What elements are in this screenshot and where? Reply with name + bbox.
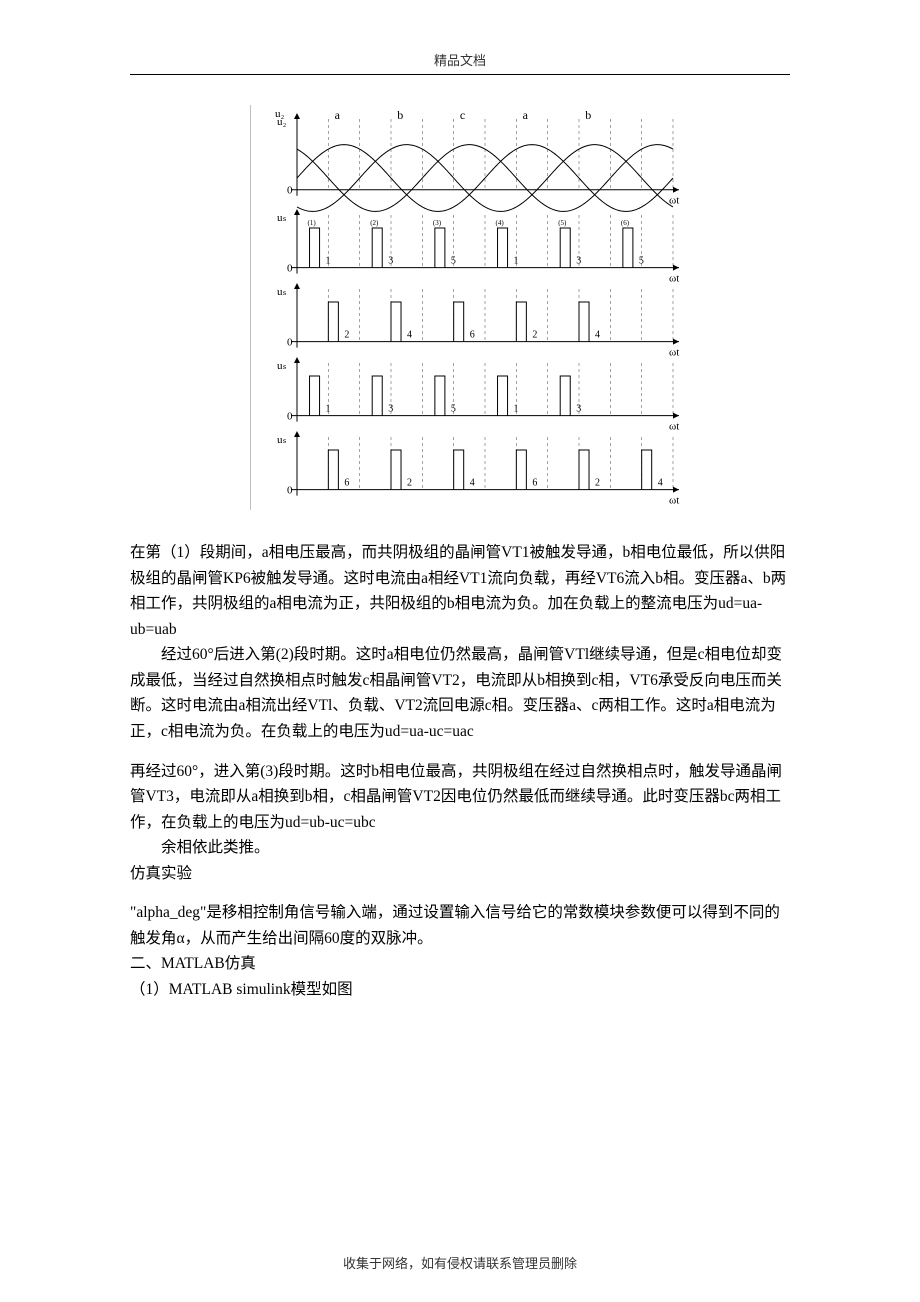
svg-text:u₂: u₂ (275, 108, 285, 120)
svg-text:a: a (335, 108, 341, 122)
svg-text:0: 0 (287, 411, 293, 423)
waveform-figure: 0u₂ωtu₂abcab0uₛωt1(1)3(2)5(3)1(4)3(5)5(6… (265, 105, 695, 505)
svg-text:a: a (523, 108, 529, 122)
svg-text:(5): (5) (558, 219, 567, 227)
svg-text:ωt: ωt (669, 495, 679, 505)
svg-text:6: 6 (532, 478, 537, 489)
svg-text:0: 0 (287, 485, 293, 497)
svg-text:0: 0 (287, 185, 293, 197)
paragraph: "alpha_deg"是移相控制角信号输入端，通过设置输入信号给它的常数模块参数… (130, 900, 790, 951)
svg-text:4: 4 (470, 478, 475, 489)
svg-text:4: 4 (658, 478, 663, 489)
paragraph: 余相依此类推。 (130, 835, 790, 861)
svg-text:(4): (4) (496, 219, 505, 227)
svg-text:2: 2 (595, 478, 600, 489)
paragraph: 经过60°后进入第(2)段时期。这时a相电位仍然最高，晶闸管VTl继续导通，但是… (130, 642, 790, 744)
svg-text:2: 2 (407, 478, 412, 489)
page-header: 精品文档 (130, 50, 790, 75)
page-footer: 收集于网络，如有侵权请联系管理员删除 (0, 1253, 920, 1272)
svg-text:ωt: ωt (669, 273, 679, 285)
svg-text:0: 0 (287, 337, 293, 349)
svg-text:4: 4 (595, 330, 600, 341)
svg-text:(3): (3) (433, 219, 442, 227)
paragraph: 仿真实验 (130, 861, 790, 887)
svg-text:uₛ: uₛ (277, 286, 287, 298)
paragraph: 在第（1）段期间，a相电压最高，而共阴极组的晶闸管VT1被触发导通，b相电位最低… (130, 540, 790, 642)
svg-text:ωt: ωt (669, 347, 679, 359)
svg-text:6: 6 (470, 330, 475, 341)
paragraph: （1）MATLAB simulink模型如图 (130, 977, 790, 1003)
body-text: 在第（1）段期间，a相电压最高，而共阴极组的晶闸管VT1被触发导通，b相电位最低… (130, 540, 790, 1003)
svg-text:0: 0 (287, 263, 293, 275)
svg-text:6: 6 (344, 478, 349, 489)
figure-wrap: 0u₂ωtu₂abcab0uₛωt1(1)3(2)5(3)1(4)3(5)5(6… (250, 105, 696, 510)
svg-text:uₛ: uₛ (277, 212, 287, 224)
paragraph: 二、MATLAB仿真 (130, 951, 790, 977)
svg-text:(2): (2) (370, 219, 379, 227)
paragraph: 再经过60°，进入第(3)段时期。这时b相电位最高，共阴极组在经过自然换相点时，… (130, 759, 790, 836)
svg-text:ωt: ωt (669, 421, 679, 433)
svg-text:uₛ: uₛ (277, 434, 287, 446)
svg-text:c: c (460, 108, 465, 122)
svg-text:(6): (6) (621, 219, 630, 227)
svg-text:(1): (1) (308, 219, 317, 227)
svg-text:2: 2 (532, 330, 537, 341)
svg-text:uₛ: uₛ (277, 360, 287, 372)
svg-text:b: b (585, 108, 591, 122)
svg-text:2: 2 (344, 330, 349, 341)
svg-text:4: 4 (407, 330, 412, 341)
svg-text:b: b (397, 108, 403, 122)
